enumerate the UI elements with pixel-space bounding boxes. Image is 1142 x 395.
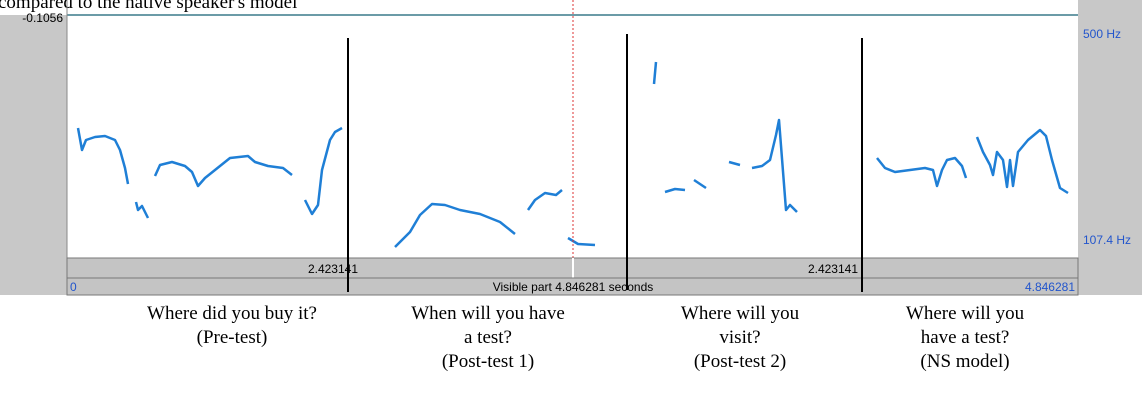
caption-line: visit?	[719, 327, 761, 348]
start-time: 0	[70, 280, 77, 294]
lower-freq: 107.4 Hz	[1083, 233, 1131, 247]
pitch-contours	[76, 61, 1069, 248]
caption-line: a test?	[463, 327, 512, 348]
segment-caption: Where will you visit? (Post-test 2)	[630, 302, 850, 374]
pitch-contour	[303, 126, 343, 216]
caption-line: (Post-test 2)	[693, 351, 787, 372]
right-duration: 2.423141	[808, 262, 858, 276]
caption-line: (Pre-test)	[196, 327, 268, 348]
cut-caption: compared to the native speaker's model	[0, 0, 297, 13]
pitch-contour	[876, 156, 968, 188]
caption-line: Where will you	[905, 303, 1025, 324]
pitch-contour	[526, 189, 563, 211]
right-panel	[1078, 0, 1142, 295]
pitch-contour	[567, 236, 596, 247]
pitch-contour	[693, 178, 707, 190]
pitch-contour	[664, 187, 686, 194]
left-duration: 2.423141	[308, 262, 358, 276]
caption-line: When will you have	[411, 303, 565, 324]
caption-line: Where will you	[680, 303, 800, 324]
pitch-contour	[394, 202, 516, 248]
pitch-contour	[975, 128, 1069, 195]
pitch-contour	[728, 160, 741, 167]
pitch-contour	[652, 61, 658, 85]
segment-caption: Where will you have a test? (NS model)	[855, 302, 1075, 374]
pitch-contour	[76, 127, 130, 185]
left-panel	[0, 15, 67, 295]
visible-part: Visible part 4.846281 seconds	[493, 280, 654, 294]
caption-line: (NS model)	[920, 351, 1010, 372]
segment-caption: When will you have a test? (Post-test 1)	[378, 302, 598, 374]
caption-line: (Post-test 1)	[441, 351, 535, 372]
segment-caption: Where did you buy it? (Pre-test)	[122, 302, 342, 350]
visible-bar[interactable]	[66, 277, 1079, 296]
pitch-contour	[134, 201, 150, 219]
caption-line: Where did you buy it?	[147, 303, 317, 324]
top-value: -0.1056	[22, 11, 63, 25]
upper-freq: 500 Hz	[1083, 27, 1121, 41]
caption-line: have a test?	[920, 327, 1010, 348]
end-time: 4.846281	[1025, 280, 1075, 294]
pitch-contour	[751, 118, 798, 213]
pitch-contour	[153, 154, 293, 188]
